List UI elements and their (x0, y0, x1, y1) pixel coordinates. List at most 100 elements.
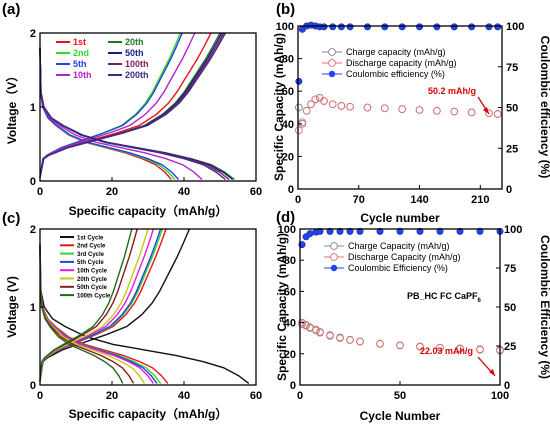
legend-label-1st: 1st (73, 37, 86, 47)
panel-b-discharge-point (298, 118, 307, 127)
legend-label-2nd-Cycle: 2nd Cycle (77, 244, 106, 250)
panel-b-x-tick-label: 0 (295, 194, 301, 206)
panel-b-efficiency-point (485, 23, 493, 31)
charge-curve-2nd (39, 32, 182, 178)
panel-c-x-tick-label: 40 (178, 390, 190, 402)
panel-b-discharge-point (346, 102, 354, 111)
panel-c-label: (c) (2, 210, 20, 227)
panel-d-discharge-point (346, 336, 354, 344)
panel-d-efficiency-point (416, 227, 424, 235)
panel-b-y2-tick-label: 50 (506, 103, 518, 115)
panel-b-efficiency-point (295, 77, 303, 85)
panel-b-y-tick-label: 60 (282, 86, 294, 98)
panel-d-points (298, 227, 504, 355)
panel-d-y2-tick-label: 25 (504, 341, 516, 353)
panel-d-y-tick-label: 0 (290, 380, 296, 392)
discharge-curve-1st-Cycle (39, 244, 250, 384)
panel-d-efficiency-point (306, 230, 314, 238)
panel-b-x-tick-label: 70 (353, 194, 365, 206)
panel-a-x-axis-title: Specific capacity（mAh/g） (69, 203, 228, 218)
panel-b-y2-tick-label: 75 (506, 62, 518, 74)
legend-label-3rd-Cycle: 3rd Cycle (77, 252, 105, 258)
panel-b-efficiency-point (320, 23, 328, 31)
panel-c-x-tick-label: 20 (106, 390, 118, 402)
panel-b-y2-tick-label: 0 (506, 184, 512, 196)
legend-label-50th-Cycle: 50th Cycle (77, 285, 108, 291)
panel-d-discharge-point (456, 344, 464, 353)
panel-b-points (295, 21, 502, 135)
panel-b-discharge-point (320, 97, 328, 105)
panel-d-y-tick-label: 80 (284, 255, 296, 267)
panel-d-x-tick-label: 0 (297, 390, 303, 402)
panel-b-charge-point (295, 103, 303, 112)
panel-b-annotation-arrowhead (483, 107, 489, 114)
panel-b-y-tick-label: 80 (282, 54, 294, 66)
panel-b-discharge-point (398, 105, 407, 113)
panel-d-material-label: PB_HC FC CaPF6 (407, 291, 482, 304)
panel-c-y-tick-label: 0 (30, 380, 36, 392)
panel-b-x-tick-label: 140 (410, 194, 428, 206)
panel-d-discharge-point (336, 334, 344, 343)
panel-d-efficiency-point (456, 227, 464, 235)
panel-d-legend-label-1: Discharge Capacity (mAh/g) (348, 252, 461, 262)
panel-b-efficiency-point (450, 23, 458, 31)
panel-c-ticks: 0 20 40 60 0 1 2 (30, 224, 262, 402)
panel-d-y2-tick-label: 50 (504, 302, 516, 314)
panel-c-x-axis-title: Specific capacity（mAh/g） (69, 406, 228, 421)
panel-b-discharge-point (380, 104, 389, 113)
panel-b-efficiency-point (363, 23, 371, 31)
panel-b-y-tick-label: 0 (288, 184, 294, 196)
panel-c-y-tick-label: 2 (30, 224, 36, 236)
legend-label-20th: 20th (125, 37, 144, 47)
charge-curve-200th (39, 32, 227, 178)
panel-b-efficiency-point (416, 23, 424, 31)
panel-b-label: (b) (276, 1, 295, 18)
panel-b-efficiency-point (381, 23, 389, 31)
panel-a-label: (a) (2, 1, 20, 18)
panel-d-label: (d) (276, 209, 295, 226)
panel-b-legend-marker-0 (328, 48, 336, 56)
legend-label-200th: 200th (125, 70, 149, 80)
legend-label-100th: 100th (125, 59, 149, 69)
panel-d-y-tick-label: 100 (278, 224, 296, 236)
panel-b-discharge-point (467, 108, 476, 117)
legend-label-2nd: 2nd (73, 48, 89, 58)
panel-d-efficiency-point (376, 227, 384, 235)
panel-d-y-tick-label: 60 (284, 286, 296, 298)
panel-d-y-tick-label: 20 (284, 349, 296, 361)
panel-a-y-tick-label: 0 (30, 176, 36, 188)
panel-b-efficiency-point (468, 23, 476, 31)
panel-d-discharge-point (326, 332, 334, 340)
panel-d-legend-label-2: Coulombic Efficiency (%) (348, 263, 448, 273)
legend-label-10th: 10th (73, 70, 92, 80)
panel-b-discharge-point (337, 102, 346, 110)
panel-d-x-tick-label: 50 (394, 390, 406, 402)
panel-b-y-tick-label: 100 (276, 21, 294, 33)
panel-a-ticks: 0 20 40 60 0 1 2 (30, 28, 262, 198)
panel-b-discharge-point (302, 106, 311, 115)
panel-d-y2-tick-label: 100 (504, 224, 522, 236)
panel-d-discharge-point (302, 321, 310, 330)
panel-d-capacity-annotation: 22.03 mAh/g (420, 346, 473, 356)
panel-b-discharge-point (433, 106, 441, 115)
panel-a-x-tick-label: 40 (178, 186, 190, 198)
legend-label-100th-Cycle: 100th Cycle (77, 293, 111, 299)
panel-b-y2-tick-label: 25 (506, 143, 518, 155)
panel-b-legend-label-1: Discharge capacity (mAh/g) (346, 58, 457, 68)
panel-c-x-tick-label: 60 (250, 390, 262, 402)
panel-b-y-tick-label: 40 (282, 119, 294, 131)
panel-d-efficiency-point (336, 227, 344, 235)
panel-a-x-tick-label: 60 (250, 186, 262, 198)
panel-b-discharge-point (363, 103, 372, 112)
panel-d-efficiency-point (436, 227, 444, 235)
charge-curve-10th (39, 32, 196, 178)
panel-d-y2-tick-label: 75 (504, 263, 516, 275)
panel-c-y-tick-label: 1 (30, 302, 36, 314)
panel-c-x-tick-label: 0 (37, 390, 43, 402)
panel-d-y-axis-title: Specific Capacity (mAh/g) (275, 233, 289, 381)
